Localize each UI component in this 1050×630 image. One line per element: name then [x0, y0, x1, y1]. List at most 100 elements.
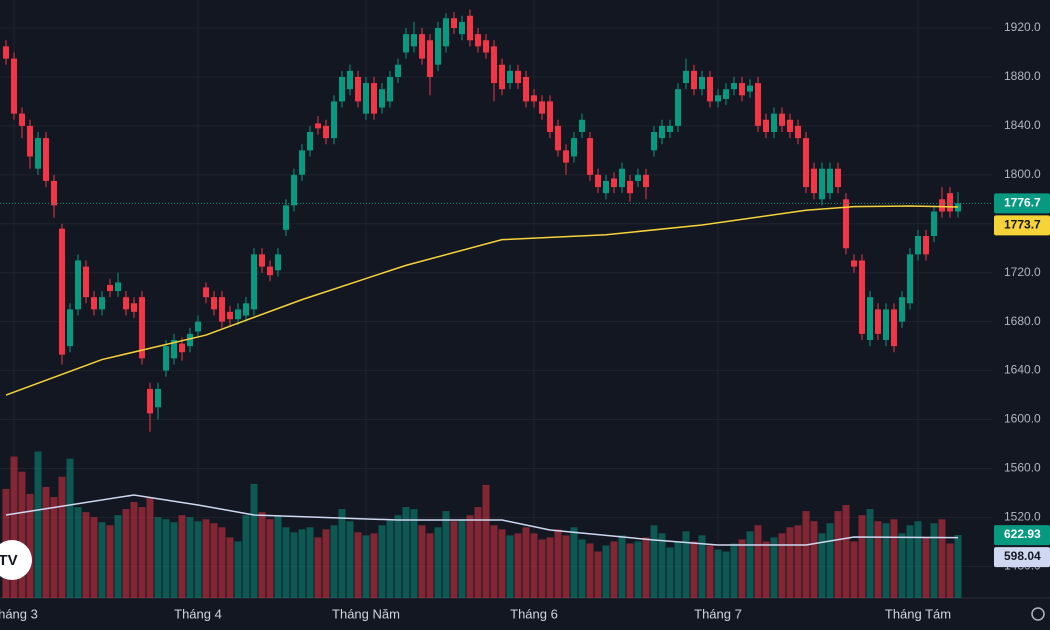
volume-bar [658, 533, 666, 598]
volume-ma-label: 598.04 [1004, 549, 1041, 563]
candle-body [691, 70, 697, 90]
candle-body [819, 168, 825, 200]
volume-bar [562, 535, 570, 598]
candle-body [523, 76, 529, 102]
candle-body [187, 333, 193, 347]
candle-body [315, 123, 321, 129]
volume-bar [570, 527, 578, 598]
volume-bar [410, 509, 418, 598]
settings-icon[interactable] [1031, 607, 1045, 621]
volume-bar [874, 521, 882, 598]
volume-bar [66, 458, 74, 598]
volume-bar [34, 451, 42, 598]
candle-body [475, 34, 481, 47]
candle-body [483, 40, 489, 53]
volume-bar [666, 547, 674, 598]
candle-body [435, 28, 441, 65]
volume-bar [338, 509, 346, 598]
candle-body [275, 254, 281, 271]
candle-body [51, 180, 57, 206]
volume-bar [506, 535, 514, 598]
candle-body [451, 18, 457, 29]
volume-bar [394, 515, 402, 598]
candle-body [227, 311, 233, 320]
candle-body [843, 199, 849, 249]
y-tick-label: 1680.0 [1004, 314, 1041, 328]
volume-bar [290, 532, 298, 598]
candle-body [323, 125, 329, 139]
candle-body [659, 125, 665, 139]
volume-bar [274, 515, 282, 598]
y-tick-label: 1800.0 [1004, 167, 1041, 181]
candle-body [619, 168, 625, 188]
candle-body [83, 266, 89, 298]
volume-bar [378, 525, 386, 598]
volume-bar [202, 519, 210, 598]
volume-label-box [994, 525, 1050, 546]
volume-bar [746, 531, 754, 598]
volume-bar [186, 517, 194, 598]
candle-body [251, 254, 257, 310]
volume-bar [354, 532, 362, 598]
candle-body [163, 346, 169, 371]
volume-bar [554, 529, 562, 598]
candle-body [27, 125, 33, 157]
volume-bar [130, 502, 138, 598]
candle-body [811, 168, 817, 194]
volume-bar [490, 525, 498, 598]
candle-body [107, 284, 113, 292]
volume-bar [698, 535, 706, 598]
candle-body [603, 180, 609, 194]
candle-body [347, 70, 353, 90]
volume-bar [762, 541, 770, 598]
volume-bar [330, 525, 338, 598]
volume-bar [178, 515, 186, 598]
ma-label-box [994, 215, 1050, 236]
volume-bar [106, 525, 114, 598]
volume-bar [714, 549, 722, 598]
candle-body [651, 132, 657, 151]
last-price-label-box [994, 193, 1050, 214]
volume-bar [770, 537, 778, 598]
volume-bar [634, 541, 642, 598]
volume-bar [18, 471, 26, 598]
y-tick-label: 1560.0 [1004, 461, 1041, 475]
candle-body [219, 297, 225, 322]
candle-body [851, 260, 857, 267]
volume-bar [194, 521, 202, 598]
candle-body [611, 178, 617, 188]
candle-body [867, 297, 873, 340]
candle-body [19, 113, 25, 126]
candle-body [131, 303, 137, 312]
candle-body [491, 46, 497, 84]
candle-body [11, 58, 17, 114]
candle-body [539, 101, 545, 114]
volume-bar [458, 519, 466, 598]
logo[interactable] [0, 540, 32, 580]
candle-body [195, 321, 201, 332]
volume-bar [738, 539, 746, 598]
volume-bar [586, 543, 594, 598]
volume-bar [786, 527, 794, 598]
volume-bar [802, 511, 810, 598]
candle-body [827, 168, 833, 194]
volume-bar [826, 523, 834, 598]
volume-bar [138, 507, 146, 598]
candle-body [779, 113, 785, 126]
candle-body [387, 76, 393, 102]
volume-bar [538, 539, 546, 598]
candle-body [43, 138, 49, 181]
candle-body [707, 76, 713, 102]
candle-body [267, 266, 273, 276]
volume-bar [530, 533, 538, 598]
candle-body [467, 15, 473, 41]
candle-body [75, 260, 81, 310]
candle-body [291, 174, 297, 206]
volume-bar [890, 519, 898, 598]
volume-bar [242, 515, 250, 598]
volume-bar [162, 519, 170, 598]
candle-body [299, 150, 305, 175]
volume-bar [602, 545, 610, 598]
volume-bar [922, 537, 930, 598]
volume-bar [50, 496, 58, 598]
